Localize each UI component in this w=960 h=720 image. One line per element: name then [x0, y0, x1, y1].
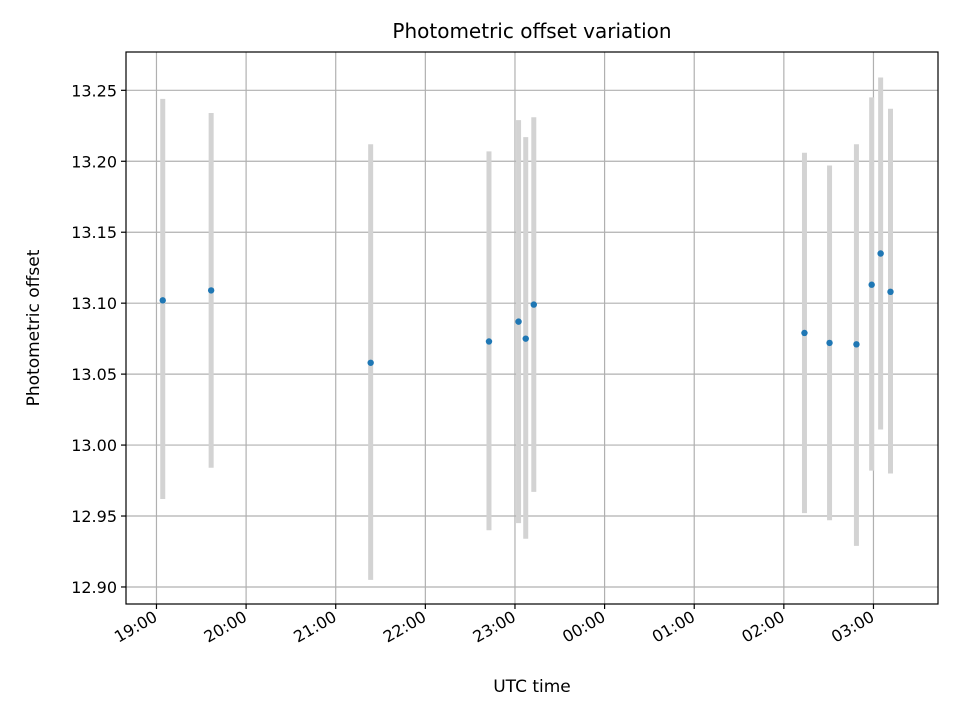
data-point [515, 318, 522, 325]
y-axis-title: Photometric offset [24, 249, 44, 406]
data-point [522, 335, 529, 342]
data-point [159, 297, 166, 304]
data-point [826, 339, 833, 347]
y-axis: 12.90 12.95 13.00 13.05 13.10 13.15 13.20 13.25 [71, 81, 126, 597]
y-tick-label: 13.00 [71, 436, 117, 455]
y-tick-label: 13.05 [71, 365, 117, 384]
data-points [159, 250, 894, 366]
data-point [207, 287, 215, 294]
data-point [887, 288, 894, 296]
data-point [367, 359, 374, 366]
y-tick-label: 13.20 [71, 152, 117, 171]
y-tick-label: 13.10 [71, 294, 117, 313]
plot-area-frame [125, 51, 939, 605]
data-point [877, 250, 884, 257]
data-point [853, 341, 860, 348]
y-tick-label: 13.15 [71, 223, 117, 242]
y-tick-label: 13.25 [71, 81, 117, 100]
y-tick-label: 12.95 [71, 507, 117, 526]
data-point [868, 281, 875, 288]
data-point [530, 301, 537, 308]
chart-title: Photometric offset variation [392, 19, 671, 43]
y-tick-label: 12.90 [71, 578, 117, 597]
data-point [801, 329, 808, 337]
data-point [485, 338, 493, 345]
x-axis-title: UTC time [493, 677, 571, 697]
